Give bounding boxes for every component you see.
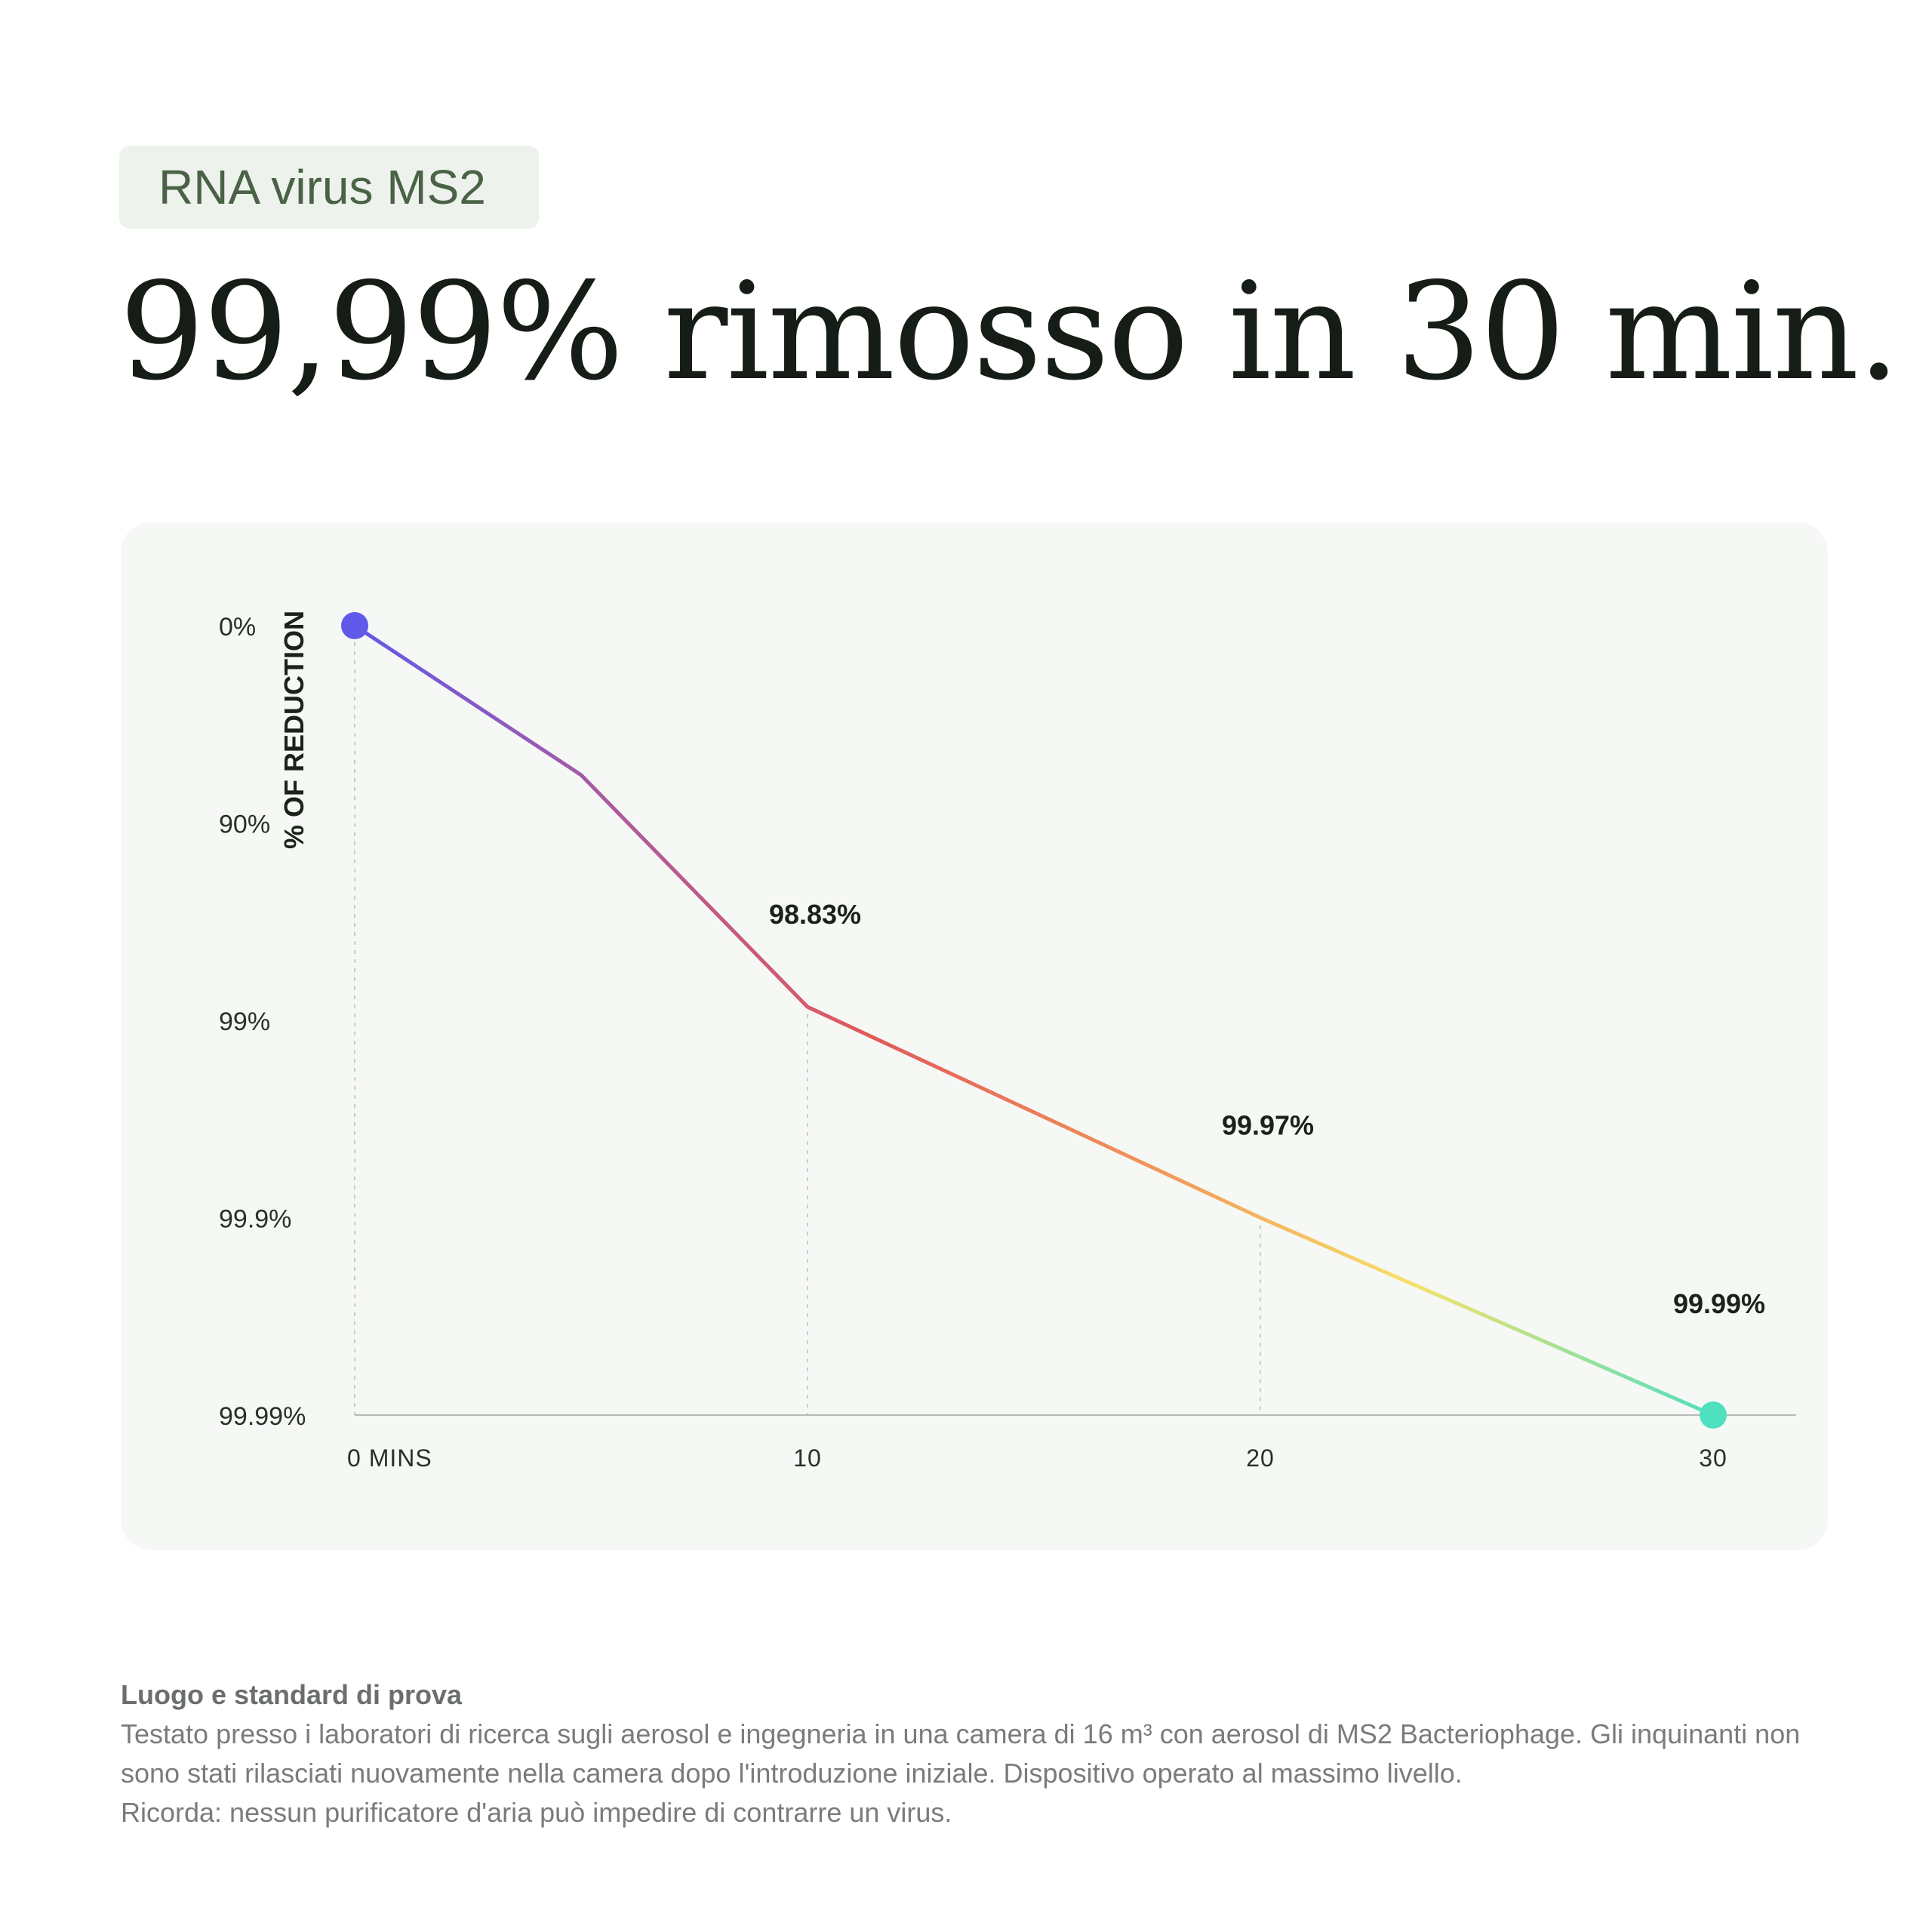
start-point — [341, 612, 368, 639]
chart-panel: % OF REDUCTION 0% 90% 99% 99.9% 99.99% 0 MIN… — [121, 522, 1828, 1550]
series-line — [352, 623, 1715, 1417]
y-tick-labels: 0% 90% 99% 99.9% 99.99% — [219, 613, 306, 1431]
headline: 99,99% rimosso in 30 min. — [119, 254, 1900, 410]
y-tick-label: 99% — [219, 1008, 270, 1036]
x-tick-labels: 0 MINS 10 20 30 — [347, 1444, 1727, 1472]
notes-line-2: Ricorda: nessun purificatore d'aria può … — [121, 1797, 952, 1828]
y-tick-label: 0% — [219, 613, 256, 641]
y-tick-label: 99.99% — [219, 1402, 306, 1431]
data-label: 99.97% — [1222, 1110, 1314, 1141]
data-label: 98.83% — [769, 899, 861, 930]
data-label: 99.99% — [1673, 1288, 1765, 1319]
test-notes: Luogo e standard di prova Testato presso… — [121, 1675, 1826, 1832]
reduction-line-chart: % OF REDUCTION 0% 90% 99% 99.9% 99.99% 0 MIN… — [219, 611, 1796, 1472]
x-tick-label: 0 MINS — [347, 1444, 432, 1472]
x-tick-label: 10 — [793, 1444, 822, 1472]
notes-title: Luogo e standard di prova — [121, 1679, 463, 1710]
guide-lines — [354, 633, 1261, 1415]
x-tick-label: 20 — [1246, 1444, 1275, 1472]
y-axis-label: % OF REDUCTION — [278, 611, 309, 849]
x-tick-label: 30 — [1699, 1444, 1727, 1472]
y-tick-label: 90% — [219, 811, 270, 839]
notes-line-1: Testato presso i laboratori di ricerca s… — [121, 1718, 1801, 1789]
virus-tag: RNA virus MS2 — [119, 146, 539, 229]
endpoint-markers — [341, 612, 1727, 1429]
end-point — [1700, 1401, 1727, 1429]
data-labels: 98.83% 99.97% 99.99% — [769, 899, 1765, 1319]
y-tick-label: 99.9% — [219, 1205, 291, 1234]
